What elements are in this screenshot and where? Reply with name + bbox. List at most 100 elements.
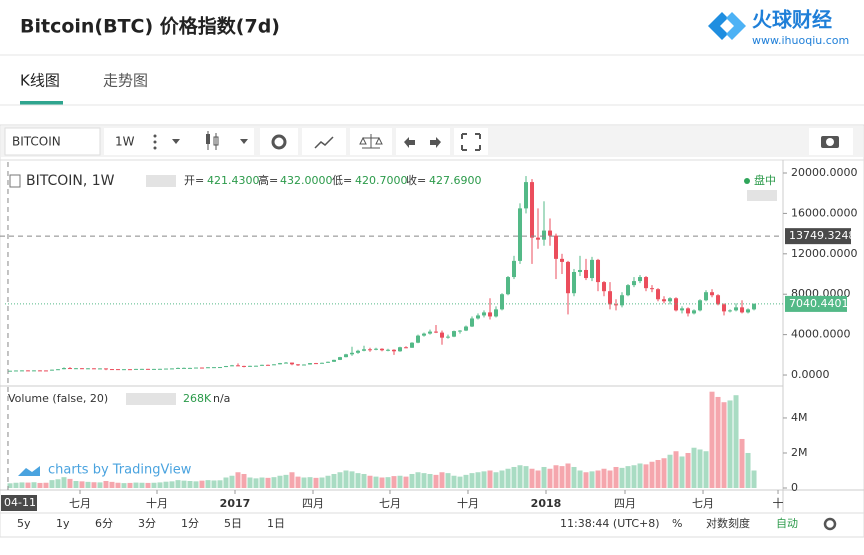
volume-bar (685, 452, 691, 489)
interval-button[interactable] (104, 128, 254, 155)
candle-body (37, 370, 42, 372)
volume-bar (493, 472, 499, 489)
candle-body (542, 230, 547, 240)
settings-icon[interactable] (823, 517, 837, 531)
volume-bar (649, 461, 655, 489)
range-button[interactable]: 3分 (138, 517, 156, 530)
volume-bar (43, 482, 49, 489)
crosshair-date: 04-11 (4, 496, 36, 509)
crosshair-price-box (785, 228, 851, 245)
y2-tick-label: 2M (791, 446, 808, 459)
volume-bar (253, 478, 259, 489)
volume-bar (463, 474, 469, 489)
candle-body (392, 349, 396, 352)
volume-bar (289, 472, 295, 489)
volume-bar (571, 466, 577, 489)
volume-bar (217, 480, 223, 489)
candle-body (548, 230, 553, 236)
tab[interactable]: 走势图 (103, 72, 148, 90)
candle-body (211, 367, 216, 369)
candle-body (253, 365, 258, 367)
range-button[interactable]: 6分 (95, 517, 113, 530)
volume-bar (427, 473, 433, 489)
volume-bar (295, 476, 301, 489)
candle-body (440, 332, 445, 338)
range-button[interactable]: 1分 (181, 517, 199, 530)
candle-body (518, 208, 523, 261)
candle-body (97, 368, 102, 370)
volume-bar (109, 481, 115, 489)
candle-body (644, 277, 649, 289)
volume-bar (367, 475, 373, 489)
volume-bar (97, 482, 103, 489)
volume-title: Volume (false, 20) (8, 392, 108, 405)
legend-value: 427.6900 (429, 174, 482, 187)
volume-bar (379, 477, 385, 489)
symbol-box[interactable] (4, 127, 101, 156)
last-price-label: 7040.4401 (789, 297, 849, 310)
candle-body (434, 331, 439, 333)
y-tick-label: 0.0000 (791, 368, 830, 381)
legend-value: 421.4300 (207, 174, 260, 187)
candle-body (271, 364, 276, 366)
candle-body (55, 369, 60, 371)
auto-toggle[interactable]: 自动 (776, 517, 798, 530)
candle-body (656, 289, 661, 300)
volume-bar (307, 477, 313, 489)
volume-bar (577, 470, 583, 489)
volume-bar (505, 468, 511, 489)
candle-body (404, 347, 409, 349)
volume-bar (721, 402, 727, 489)
volume-bar (61, 477, 67, 489)
candle-body (325, 361, 330, 363)
volume-bar (151, 482, 157, 489)
pane-buttons[interactable] (747, 190, 777, 201)
candle-body (367, 349, 372, 351)
y-tick-label: 4000.0000 (791, 328, 851, 341)
volume-bar (523, 466, 529, 489)
candle-body (620, 295, 625, 306)
range-button[interactable]: 5日 (224, 517, 242, 530)
volume-bar (739, 438, 745, 489)
log-toggle[interactable]: 对数刻度 (706, 516, 750, 530)
percent-toggle[interactable]: % (672, 517, 682, 530)
volume-bar (265, 477, 271, 489)
candle-body (25, 370, 30, 372)
candle-body (67, 368, 72, 370)
volume-bar (457, 476, 463, 489)
tab[interactable]: K线图 (20, 72, 60, 90)
volume-bar (487, 470, 493, 489)
candle-body (355, 350, 360, 353)
volume-bar (391, 476, 397, 489)
volume-bar (469, 473, 475, 489)
candle-body (307, 363, 312, 365)
candle-body (43, 370, 48, 372)
range-button[interactable]: 1y (56, 517, 70, 530)
volume-bar (25, 482, 31, 489)
last-price-box (785, 295, 847, 312)
range-button[interactable]: 5y (17, 517, 31, 530)
candle-body (91, 368, 96, 370)
candle-body (139, 368, 144, 370)
volume-bar (601, 468, 607, 489)
candle-body (596, 259, 601, 283)
volume-bar (127, 482, 133, 489)
legend-buttons[interactable] (126, 393, 176, 405)
volume-bar (193, 481, 199, 489)
candle-body (590, 259, 595, 279)
legend: BITCOIN, 1W 开= 421.4300 高= 432.0000 低= 4… (8, 173, 777, 478)
volume-bar (199, 480, 205, 489)
candle-body (626, 285, 631, 296)
volume-bar (7, 483, 13, 489)
volume-bar (373, 476, 379, 489)
volume-bar (271, 477, 277, 489)
candle-body (740, 307, 745, 313)
range-button[interactable]: 1日 (267, 517, 285, 530)
legend-buttons[interactable] (146, 175, 176, 187)
candle-body (181, 367, 186, 369)
volume-bar (619, 467, 625, 489)
collapse-icon[interactable] (9, 174, 21, 188)
candle-body (584, 269, 589, 279)
candle-body (385, 349, 390, 351)
candle-body (61, 368, 66, 370)
